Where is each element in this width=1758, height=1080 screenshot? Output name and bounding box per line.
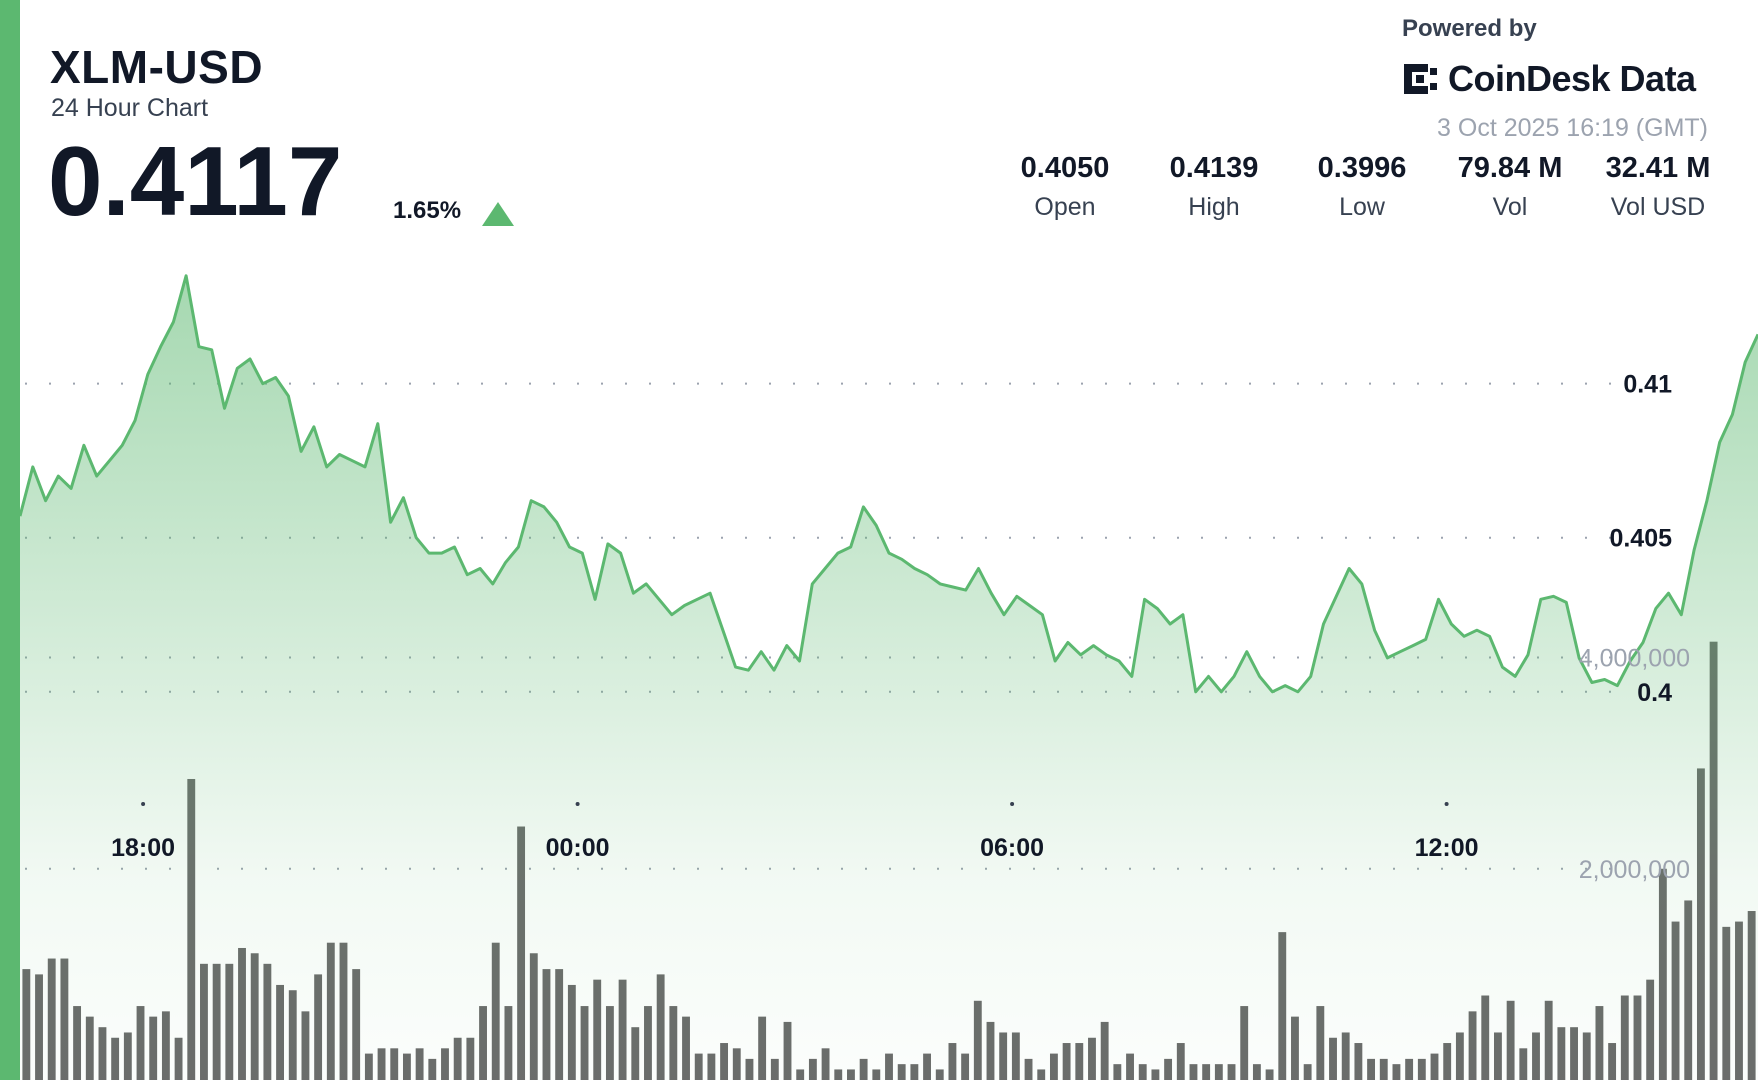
stat-low: 0.3996 Low [1292, 152, 1432, 222]
accent-bar [0, 0, 20, 1080]
stat-vol: 79.84 M Vol [1440, 152, 1580, 222]
stat-vol-usd-label: Vol USD [1610, 193, 1706, 221]
volume-tick-label: 2,000,000 [1579, 856, 1690, 884]
x-tick-label: 18:00 [111, 834, 175, 862]
brand-name: CoinDesk Data [1448, 58, 1696, 99]
price-tick-label: 0.4 [1637, 679, 1672, 707]
price-change-percent: 1.65% [393, 197, 462, 224]
chart-subtitle: 24 Hour Chart [51, 94, 209, 122]
stat-open: 0.4050 Open [995, 152, 1135, 222]
stat-open-label: Open [1034, 193, 1096, 221]
x-tick-mark [1444, 802, 1449, 806]
powered-by-label: Powered by [1402, 15, 1537, 42]
stat-open-value: 0.4050 [1020, 152, 1110, 184]
coindesk-logo-icon [1404, 64, 1437, 94]
stat-low-label: Low [1339, 193, 1385, 221]
price-tick-label: 0.41 [1623, 371, 1672, 399]
x-tick-label: 06:00 [980, 834, 1044, 862]
stat-high-value: 0.4139 [1169, 152, 1259, 184]
price-line [18, 274, 1758, 694]
up-arrow-icon [482, 202, 514, 226]
x-tick-mark [575, 802, 580, 806]
volume-tick-label: 4,000,000 [1579, 645, 1690, 673]
axis-labels: 0.41 0.405 0.4 4,000,000 2,000,000 18:00 00:00… [111, 371, 1690, 884]
x-tick-label: 12:00 [1415, 834, 1479, 862]
stat-low-value: 0.3996 [1317, 152, 1407, 184]
timestamp: 3 Oct 2025 16:19 (GMT) [1437, 114, 1708, 142]
stat-vol-label: Vol [1492, 193, 1528, 221]
symbol-title: XLM-USD [50, 41, 264, 93]
stat-high: 0.4139 High [1144, 152, 1284, 222]
stat-vol-value: 79.84 M [1457, 152, 1563, 184]
current-price: 0.4117 [48, 126, 343, 236]
stat-vol-usd-value: 32.41 M [1605, 152, 1711, 184]
stat-high-label: High [1188, 193, 1240, 221]
price-tick-label: 0.405 [1609, 525, 1672, 553]
x-tick-mark [1010, 802, 1015, 806]
brand-logo-block: CoinDesk Data [1400, 56, 1696, 102]
stat-vol-usd: 32.41 M Vol USD [1588, 152, 1728, 222]
price-area [20, 275, 1758, 1080]
x-tick-label: 00:00 [546, 834, 610, 862]
x-tick-mark [141, 802, 146, 806]
